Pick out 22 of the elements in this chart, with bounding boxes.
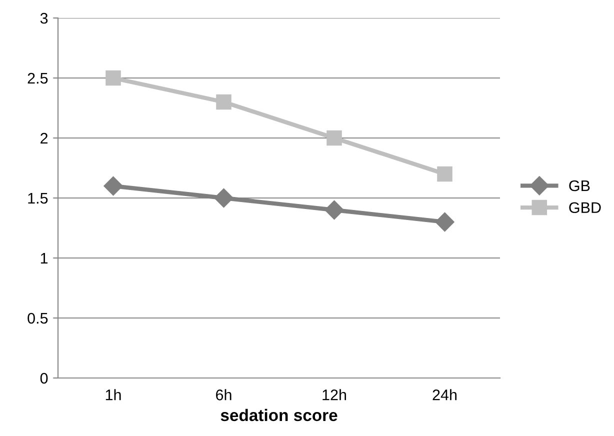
x-tick-label: 24h [432,389,457,400]
x-tick-label: 1h [106,389,121,400]
y-tick-label: 0.5 [28,312,48,324]
point [104,176,123,196]
point [437,166,452,182]
legend-label: GBD [569,202,601,214]
point [324,200,344,220]
point [214,188,234,208]
point [326,130,342,146]
x-tick-label: 6h [216,389,232,400]
point [435,212,454,232]
y-tick-label: 0 [40,372,48,384]
point [216,94,232,110]
legend-label: GB [569,180,590,192]
point [106,70,121,86]
y-tick-label: 1.5 [28,193,48,204]
y-tick-label: 1 [40,253,48,264]
x-axis-title: sedation score [220,408,338,422]
y-tick-label: 2.5 [28,72,48,84]
y-tick-label: 2 [40,132,48,144]
y-tick-label: 3 [40,12,48,24]
x-tick-label: 12h [322,389,346,400]
